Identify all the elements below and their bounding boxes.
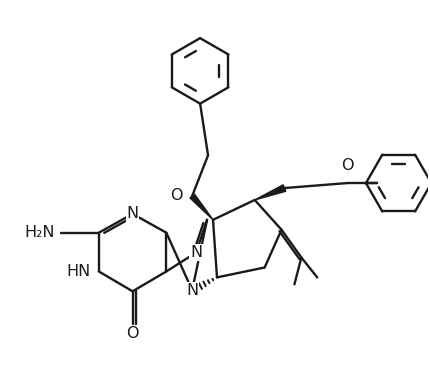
Polygon shape — [255, 185, 286, 200]
Polygon shape — [190, 194, 213, 220]
Text: N: N — [186, 283, 198, 298]
Text: O: O — [170, 189, 182, 203]
Text: N: N — [190, 245, 202, 260]
Text: HN: HN — [67, 264, 91, 279]
Text: H₂N: H₂N — [25, 225, 55, 240]
Text: O: O — [126, 326, 139, 341]
Text: O: O — [341, 158, 353, 173]
Text: N: N — [126, 206, 138, 222]
